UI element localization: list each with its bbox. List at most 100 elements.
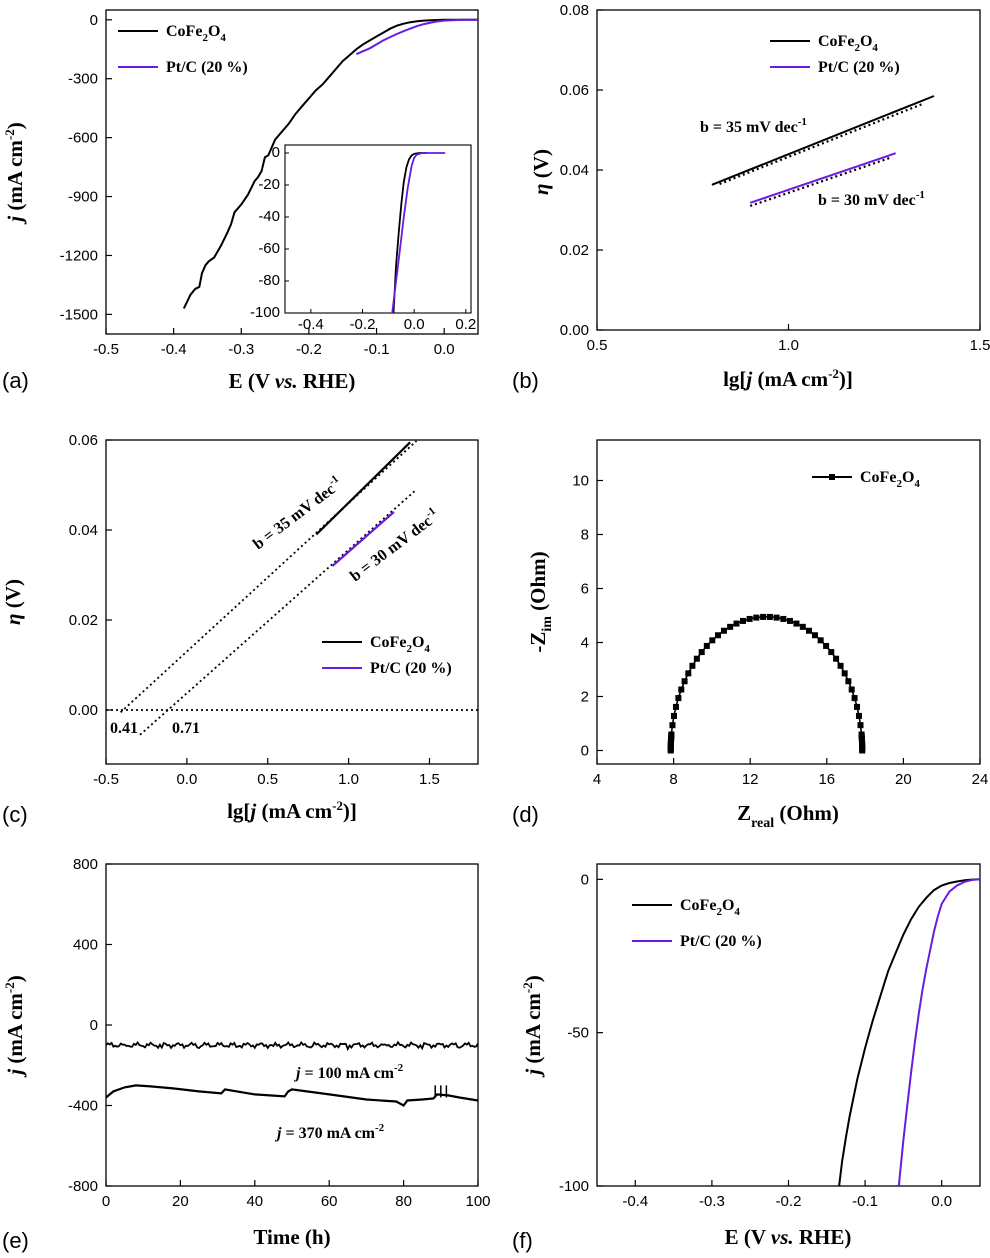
panel-a-ytick-label: -900 (68, 189, 98, 206)
panel-f-ytick-label: -100 (559, 1178, 589, 1195)
panel-e-xtick-label: 60 (321, 1193, 338, 1210)
panel-b: 0.5 1.0 1.5 0.00 0.02 0.04 0.06 0.08 CoFe2O4 Pt/C… (512, 2, 990, 393)
panel-d-point (848, 686, 855, 693)
panel-f-xtick-label: 0.0 (931, 1193, 952, 1210)
panel-c-xtick-label: -0.5 (93, 771, 119, 788)
panel-d-point (786, 617, 793, 624)
panel-b-series-1 (749, 152, 897, 204)
panel-c-xtick-label: 1.5 (419, 771, 440, 788)
panel-d-point (746, 615, 753, 622)
panel-d-ytick-label: 10 (572, 473, 589, 490)
panel-b-xtick-label: 1.0 (778, 337, 799, 354)
panel-c-xtick-label: 0.5 (257, 771, 278, 788)
panel-d-point (853, 703, 860, 710)
panel-a-xtick-label: -0.3 (228, 341, 254, 358)
panel-b-xtick-label: 1.5 (970, 337, 990, 354)
panel-d-point (780, 615, 787, 622)
panel-d-point (669, 722, 676, 729)
panel-a-legend-1-label: Pt/C (20 %) (166, 59, 248, 76)
inset-series-1 (391, 152, 446, 314)
panel-a-inset: -0.4 -0.2 0.0 0.2 0 -20 -40 -60 -80 -100 (250, 144, 476, 333)
panel-d-point (720, 627, 727, 634)
panel-f-xtick-label: -0.4 (622, 1193, 648, 1210)
panel-c-series-1 (331, 511, 395, 567)
panel-e-xtick-label: 20 (172, 1193, 189, 1210)
panel-d-point (773, 614, 780, 621)
panel-d-series-line (669, 616, 863, 751)
panel-e-annotation-1: j = 370 mA cm-2 (274, 1122, 385, 1142)
panel-c-ytick-label: 0.04 (69, 522, 98, 539)
panel-c-xtick-label: 1.0 (338, 771, 359, 788)
panel-c-xtick-label: 0.0 (176, 771, 197, 788)
panel-d-xtick-label: 24 (972, 771, 989, 788)
panel-d-point (675, 695, 682, 702)
panel-d-xtick-label: 4 (593, 771, 601, 788)
panel-e-ytick-label: 0 (90, 1017, 98, 1034)
panel-d-point (833, 655, 840, 662)
panel-f-legend-0-label: CoFe2O4 (680, 897, 740, 918)
panel-a-ytick-label: 0 (90, 12, 98, 29)
panel-f-ytick-label: -50 (567, 1025, 589, 1042)
panel-a-frame (105, 9, 479, 335)
panel-f-ylabel: j (mA cm-2) (520, 975, 545, 1078)
panel-d-point (740, 617, 747, 624)
panel-d-point (841, 670, 848, 677)
panel-d-xtick-label: 8 (669, 771, 677, 788)
inset-ytick-label: -100 (250, 304, 280, 321)
panel-a-ytick-label: -1500 (60, 306, 98, 323)
panel-d-frame (596, 439, 981, 765)
panel-a-xtick-label: -0.2 (296, 341, 322, 358)
panel-b-xlabel: lg[j (mA cm-2)] (723, 366, 853, 391)
panel-d-xtick-label: 12 (742, 771, 759, 788)
panel-d-point (670, 712, 677, 719)
panel-f-xtick-label: -0.1 (852, 1193, 878, 1210)
panel-f-legend-1-label: Pt/C (20 %) (680, 933, 762, 950)
panel-b-annotation-0: b = 35 mV dec-1 (700, 116, 807, 136)
inset-ytick-label: -60 (258, 240, 280, 257)
panel-d-point (715, 632, 722, 639)
panel-d-point (793, 620, 800, 627)
panel-c-ytick-label: 0.00 (69, 702, 98, 719)
panel-c-label: (c) (2, 802, 28, 827)
panel-d-legend-marker (829, 474, 835, 480)
panel-c-fit-0 (119, 440, 418, 713)
panel-c-annotation-3: 0.71 (172, 720, 200, 737)
panel-d-point (689, 662, 696, 669)
panel-b-legend-1-label: Pt/C (20 %) (818, 59, 900, 76)
panel-e-xlabel: Time (h) (253, 1225, 330, 1249)
panel-d-point (709, 637, 716, 644)
panel-c-ytick-label: 0.06 (69, 432, 98, 449)
panel-f: -0.4 -0.3 -0.2 -0.1 0.0 0 -50 -100 CoFe2O4 Pt/C (… (512, 863, 981, 1253)
panel-f-xtick-label: -0.3 (699, 1193, 725, 1210)
panel-a-legend-0-label: CoFe2O4 (166, 23, 226, 44)
panel-d-point (805, 627, 812, 634)
panel-e: 0 20 40 60 80 100 800 400 0 -400 -800 j = 100 mA cm… (2, 856, 491, 1253)
panel-e-ytick-label: 800 (73, 856, 98, 873)
panel-b-annotation-1: b = 30 mV dec-1 (818, 189, 925, 209)
panel-a-xlabel: E (V vs. RHE) (229, 369, 356, 393)
panel-d-point (727, 623, 734, 630)
panel-b-fit-0 (719, 102, 923, 186)
panel-d-point (811, 632, 818, 639)
panel-e-xtick-label: 100 (465, 1193, 490, 1210)
panel-e-ytick-label: -800 (68, 1178, 98, 1195)
panel-f-series-0 (838, 878, 981, 1187)
panel-b-xtick-label: 0.5 (587, 337, 608, 354)
panel-d-point (828, 649, 835, 656)
inset-xtick-label: 0.0 (404, 316, 425, 333)
inset-frame (284, 144, 472, 314)
panel-f-frame (596, 863, 981, 1187)
panel-a-ytick-label: -300 (68, 71, 98, 88)
panel-c-frame (105, 439, 479, 765)
panel-b-frame (596, 9, 981, 331)
panel-a-xtick-label: -0.5 (93, 341, 119, 358)
panel-a-xtick-label: -0.4 (161, 341, 187, 358)
panel-d-point (845, 678, 852, 685)
panel-d-point (698, 649, 705, 656)
panel-d-ytick-label: 2 (581, 689, 589, 706)
inset-xtick-label: 0.2 (455, 316, 476, 333)
panel-d-xlabel: Zreal (Ohm) (737, 801, 839, 831)
panel-e-xtick-label: 80 (395, 1193, 412, 1210)
panel-d-point (733, 620, 740, 627)
